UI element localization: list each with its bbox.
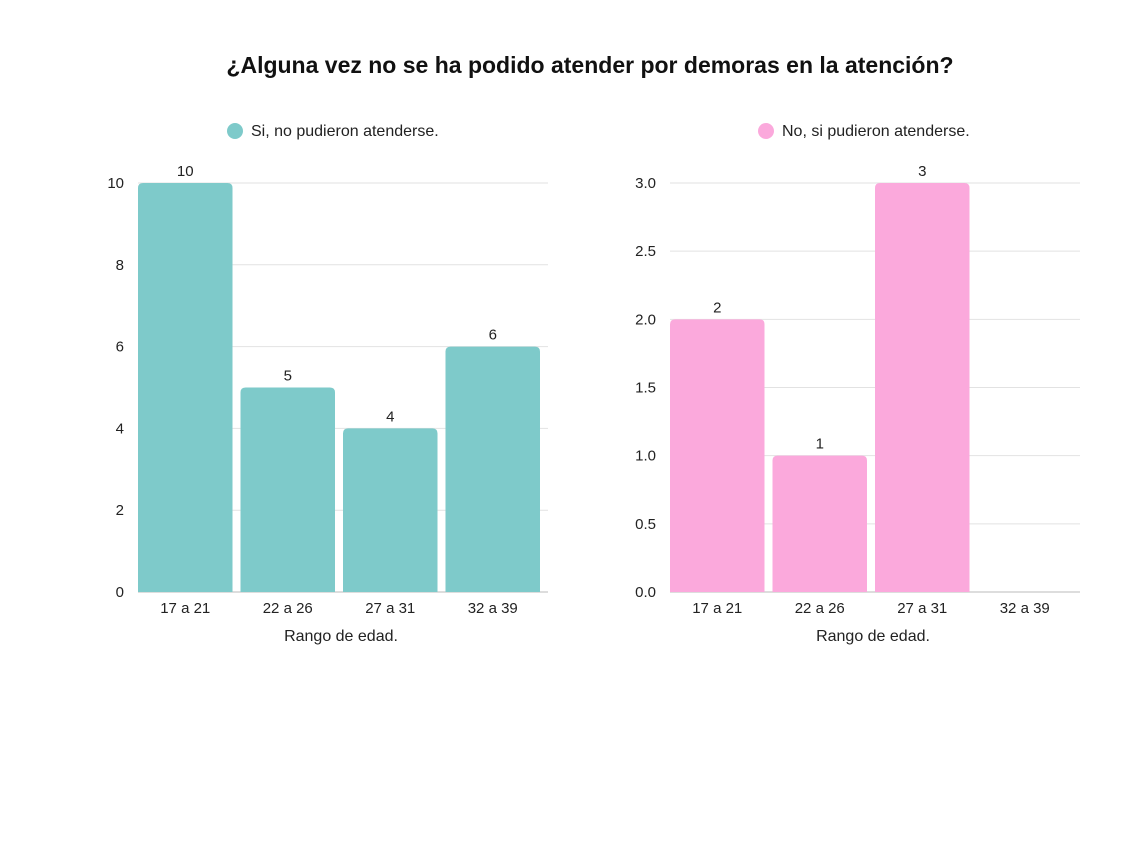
y-tick-label: 0.5 [635,516,656,533]
bar [670,319,765,592]
legend-swatch [758,123,774,139]
y-tick-label: 1.0 [635,448,656,465]
y-tick-label: 1.5 [635,380,656,397]
legend-label: Si, no pudieron atenderse. [251,123,439,140]
data-label: 2 [713,299,721,316]
y-tick-label: 2.0 [635,311,656,328]
x-axis-title: Rango de edad. [816,628,930,645]
data-label: 3 [918,163,926,180]
bar [240,387,335,592]
x-tick-label: 27 a 31 [365,600,415,617]
x-tick-label: 32 a 39 [468,600,518,617]
x-tick-label: 17 a 21 [692,600,742,617]
x-tick-label: 27 a 31 [897,600,947,617]
y-tick-label: 0 [116,584,124,601]
bar [343,428,438,592]
x-axis-title: Rango de edad. [284,628,398,645]
y-tick-label: 6 [116,339,124,356]
data-label: 10 [177,163,194,180]
y-tick-label: 0.0 [635,584,656,601]
legend-swatch [227,123,243,139]
legend-label: No, si pudieron atenderse. [782,123,970,140]
y-tick-label: 2 [116,502,124,519]
data-label: 1 [816,436,824,453]
bar [875,183,970,592]
x-tick-label: 22 a 26 [263,600,313,617]
x-tick-label: 32 a 39 [1000,600,1050,617]
bar [445,346,540,592]
bar [138,183,233,592]
x-tick-label: 17 a 21 [160,600,210,617]
y-tick-label: 4 [116,420,124,437]
x-tick-label: 22 a 26 [795,600,845,617]
y-tick-label: 10 [107,175,124,192]
chart-title: ¿Alguna vez no se ha podido atender por … [226,52,954,78]
y-tick-label: 3.0 [635,175,656,192]
data-label: 6 [489,327,497,344]
y-tick-label: 8 [116,257,124,274]
bar [772,455,867,592]
y-tick-label: 2.5 [635,243,656,260]
data-label: 4 [386,408,394,425]
data-label: 5 [284,368,292,385]
